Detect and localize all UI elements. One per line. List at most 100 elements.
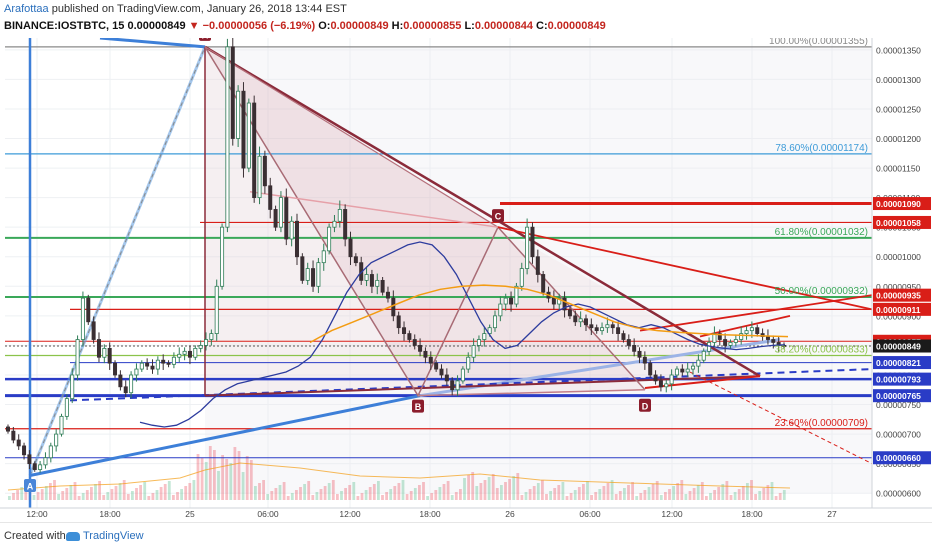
candle-body-86 [466,356,471,370]
candle-body-94 [509,297,514,305]
candle-body-69 [375,279,380,287]
price-label-5: 0.00000849 [876,342,921,352]
candle-body-28 [155,359,160,370]
candle-body-3 [22,445,27,456]
candle-body-95 [514,285,519,305]
candle-body-108 [583,318,588,326]
candle-body-134 [723,339,728,346]
volume-bar-64 [270,491,274,500]
symbol-line: BINANCE:IOSTBTC, 15 0.00000849 ▼ −0.0000… [4,20,606,32]
volume-bar-20 [90,487,93,500]
price-scale[interactable]: 0.00001350 0.00001300 0.00001250 0.00001200… [871,38,932,522]
abcd-lines [204,46,646,398]
candle-body-6 [38,464,43,470]
publish-line: Arafottaa published on TradingView.com, … [4,3,347,15]
volume-bar-21 [94,484,97,500]
volume-bar-83 [348,485,352,500]
candle-body-44 [241,90,246,169]
fib-label-1: 78.60%(0.00001174) [775,143,868,154]
volume-bar-113 [471,472,475,500]
red-trend-short [699,314,791,338]
p-point-label-3: D [642,401,649,411]
trend-bottom-blue [29,394,421,477]
volume-bar-88 [368,487,372,500]
price-tick-12: 0.00000750 [876,400,921,410]
open-label: O: [318,20,331,32]
volume-bar-132 [549,491,552,500]
author-link[interactable]: Arafottaa [4,3,49,15]
volume-bar-47 [200,458,204,500]
volume-bar-72 [303,484,306,500]
candle-body-130 [701,350,706,361]
candle-body-25 [139,362,144,370]
price-tick-7: 0.00001000 [876,252,921,262]
volume-bar-128 [532,486,536,500]
candle-body-23 [129,374,134,394]
candle-body-52 [284,197,289,240]
volume-bar-149 [618,491,622,500]
candle-body-119 [642,356,647,364]
candle-body-47 [257,155,262,199]
candle-body-123 [664,383,669,388]
candle-body-99 [535,256,540,275]
open-value: 0.00000849 [330,20,389,32]
candle-body-129 [696,359,701,367]
volume-bar-150 [623,488,626,500]
volume-bar-189 [782,490,786,500]
candle-body-118 [637,350,642,358]
volume-bar-7 [36,492,40,500]
candle-body-19 [107,347,112,364]
volume-bar-114 [475,486,479,500]
time-tick-0: 12:00 [26,509,48,519]
volume-bar-133 [553,488,557,500]
volume-bar-63 [266,494,270,500]
volume-bar-140 [582,484,585,500]
volume-bar-143 [594,492,598,500]
symbol-name[interactable]: BINANCE:IOSTBTC, 15 [4,20,125,32]
volume-bar-185 [766,485,770,500]
volume-bar-96 [401,480,405,500]
volume-bar-14 [65,488,69,500]
candle-body-83 [450,380,455,391]
candle-body-88 [476,339,481,346]
volume-bar-42 [180,489,183,500]
candle-body-35 [193,347,198,358]
volume-bar-44 [188,483,192,500]
tradingview-logo[interactable]: TradingView [66,530,144,542]
p-point-box-2 [492,209,504,223]
candle-body-49 [268,185,273,210]
volume-bar-156 [647,487,651,500]
candle-body-124 [669,374,674,385]
price-tick-3: 0.00001200 [876,134,921,144]
volume-bar-39 [167,481,171,500]
price-tick-15: 0.00000600 [876,489,921,499]
volume-bar-168 [696,485,700,500]
volume-bar-162 [672,486,675,500]
price-tick-8: 0.00000950 [876,282,921,292]
candle-body-96 [519,268,524,287]
price-label-0: 0.00001090 [876,199,921,209]
footer: Created with TradingView [0,522,932,551]
candle-body-87 [471,345,476,358]
volume-bar-152 [631,482,634,500]
red-dashed-down [689,371,873,465]
candle-body-89 [482,333,487,340]
trend-lines [28,38,873,508]
red-trend-down [497,226,873,311]
candle-body-60 [327,226,332,252]
candle-body-46 [252,102,257,199]
candle-body-45 [246,102,251,169]
volume-bar-155 [643,490,647,500]
candle-body-75 [407,333,412,340]
volume-bar-69 [290,493,294,500]
candle-body-114 [616,327,621,334]
volume-bar-1 [12,493,15,500]
price-scale-bg [872,38,932,522]
volume-bar-172 [713,490,716,500]
volume-bar-126 [524,492,528,500]
volume-bar-89 [372,484,376,500]
candle-body-24 [134,368,139,376]
time-scale[interactable]: 12:00 18:00 25 06:00 12:00 18:00 26 06:00 12:00 1… [0,507,932,519]
price-tick-13: 0.00000700 [876,430,921,440]
price-chart[interactable]: 100.00%(0.00001355) 78.60%(0.00001174) 61.… [0,38,932,522]
